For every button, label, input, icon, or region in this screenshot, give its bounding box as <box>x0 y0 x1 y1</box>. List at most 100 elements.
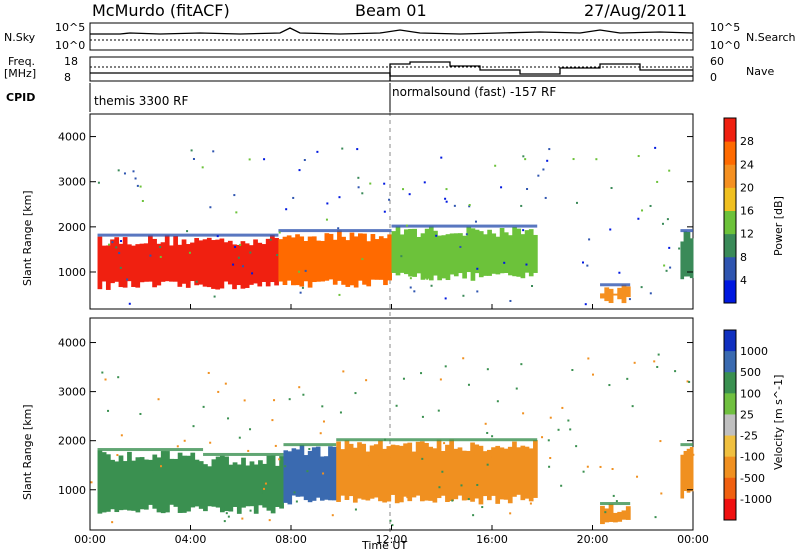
echo-cell <box>173 458 179 507</box>
echo-cell <box>499 447 505 500</box>
echo-cell <box>533 440 538 498</box>
colorbar-tick-label: 16 <box>740 205 754 218</box>
colorbar-swatch <box>724 141 736 165</box>
scatter-echo <box>357 176 360 179</box>
echo-cell <box>440 450 446 496</box>
echo-cell <box>420 233 426 280</box>
colorbar-swatch <box>724 414 736 437</box>
scatter-echo <box>233 194 236 197</box>
scatter-echo <box>269 238 272 241</box>
scatter-echo <box>549 416 552 419</box>
echo-cell <box>248 245 254 285</box>
scatter-echo <box>249 251 252 254</box>
echo-cell <box>621 284 627 304</box>
colorbar-tick-label: 4 <box>740 274 747 287</box>
scatter-echo <box>575 445 578 448</box>
echo-cell <box>432 448 438 503</box>
xtick-label: 16:00 <box>476 533 508 546</box>
scatter-echo <box>357 186 360 189</box>
scatter-echo <box>90 481 93 484</box>
scatter-echo <box>341 464 344 467</box>
echo-cell <box>190 242 195 282</box>
echo-cell <box>680 454 685 499</box>
scatter-echo <box>491 435 494 438</box>
echo-cell <box>307 450 313 503</box>
scatter-echo <box>423 181 426 184</box>
scatter-echo <box>262 491 265 494</box>
colorbar-tick-label: 28 <box>740 135 754 148</box>
echo-cell <box>382 448 387 503</box>
cpid-segment-1: themis 3300 RF <box>94 94 189 108</box>
echo-cell <box>486 449 492 501</box>
scatter-echo <box>149 254 152 257</box>
scatter-echo <box>569 428 572 431</box>
echo-cell <box>383 238 388 286</box>
echo-cell <box>291 448 297 496</box>
scatter-echo <box>235 211 238 214</box>
scatter-echo <box>641 209 644 212</box>
echo-cell <box>358 233 363 281</box>
colorbar-tick-label: 25 <box>740 408 754 421</box>
scatter-echo <box>369 182 372 185</box>
echo-cell <box>449 233 455 275</box>
scatter-echo <box>319 432 322 435</box>
scatter-echo <box>421 457 424 460</box>
echo-cell <box>391 231 397 273</box>
echo-cell <box>194 238 200 286</box>
noise-panel-frame <box>89 22 694 51</box>
echo-cell <box>232 462 238 507</box>
echo-cell <box>483 234 488 276</box>
scatter-echo <box>586 465 589 468</box>
scatter-echo <box>284 465 287 468</box>
scatter-echo <box>366 458 369 461</box>
echo-cell <box>411 451 417 498</box>
scatter-echo <box>326 202 329 205</box>
echo-cell <box>608 288 614 304</box>
freq-tick-low: 8 <box>64 71 71 84</box>
scatter-echo <box>444 197 447 200</box>
scatter-echo <box>656 180 659 183</box>
scatter-echo <box>445 188 448 191</box>
colorbar-tick-label: 24 <box>740 158 754 171</box>
colorbar-frame <box>723 329 737 521</box>
scatter-echo <box>268 519 271 522</box>
echo-cell <box>683 231 688 277</box>
echo-cell <box>101 245 107 282</box>
scatter-echo <box>604 511 607 514</box>
scatter-echo <box>663 264 666 267</box>
colorbar-swatch <box>724 118 736 142</box>
echo-cell <box>198 240 204 285</box>
scatter-echo <box>618 271 621 274</box>
scatter-echo <box>582 261 585 264</box>
echo-cell <box>126 244 132 282</box>
scatter-echo <box>654 516 657 519</box>
echo-cell <box>253 239 258 284</box>
echo-cell <box>689 238 694 279</box>
scatter-echo <box>298 386 301 389</box>
scatter-echo <box>209 206 212 209</box>
scatter-echo <box>486 431 489 434</box>
echo-cell <box>341 236 346 285</box>
echo-cell <box>236 244 242 286</box>
scatter-echo <box>633 361 636 364</box>
scatter-echo <box>615 500 618 503</box>
colorbar-tick-label: 12 <box>740 228 754 241</box>
scatter-echo <box>342 370 345 373</box>
scatter-echo <box>241 517 244 520</box>
scatter-echo <box>111 241 114 244</box>
scatter-echo <box>215 482 218 485</box>
echo-cell <box>604 508 610 523</box>
scatter-echo <box>238 436 241 439</box>
echo-cell <box>169 245 174 282</box>
echo-cell <box>424 228 430 279</box>
scatter-echo <box>541 436 544 439</box>
scatter-echo <box>510 241 513 244</box>
scatter-echo <box>408 193 411 196</box>
echo-cell <box>316 240 321 282</box>
scatter-echo <box>665 269 668 272</box>
scatter-echo <box>525 263 528 266</box>
scatter-echo <box>537 174 540 177</box>
power-yticks: 1000 2000 3000 4000 <box>58 131 693 279</box>
scatter-echo <box>608 384 611 387</box>
echo-cell <box>474 229 480 274</box>
